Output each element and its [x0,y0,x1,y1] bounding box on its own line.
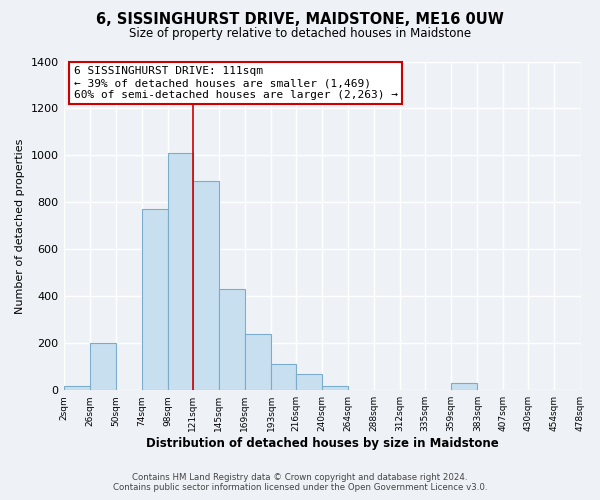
Bar [245,334,271,390]
Bar [322,386,348,390]
Bar [193,181,219,390]
Bar [271,364,296,390]
Bar [64,386,89,390]
Text: Size of property relative to detached houses in Maidstone: Size of property relative to detached ho… [129,28,471,40]
Bar [168,153,193,390]
Bar [296,374,322,390]
Text: 6, SISSINGHURST DRIVE, MAIDSTONE, ME16 0UW: 6, SISSINGHURST DRIVE, MAIDSTONE, ME16 0… [96,12,504,28]
Text: Contains HM Land Registry data © Crown copyright and database right 2024.
Contai: Contains HM Land Registry data © Crown c… [113,473,487,492]
Bar [89,343,116,390]
Text: 6 SISSINGHURST DRIVE: 111sqm
← 39% of detached houses are smaller (1,469)
60% of: 6 SISSINGHURST DRIVE: 111sqm ← 39% of de… [74,66,398,100]
Bar [451,383,478,390]
X-axis label: Distribution of detached houses by size in Maidstone: Distribution of detached houses by size … [146,437,499,450]
Y-axis label: Number of detached properties: Number of detached properties [15,138,25,314]
Bar [142,210,168,390]
Bar [219,289,245,390]
